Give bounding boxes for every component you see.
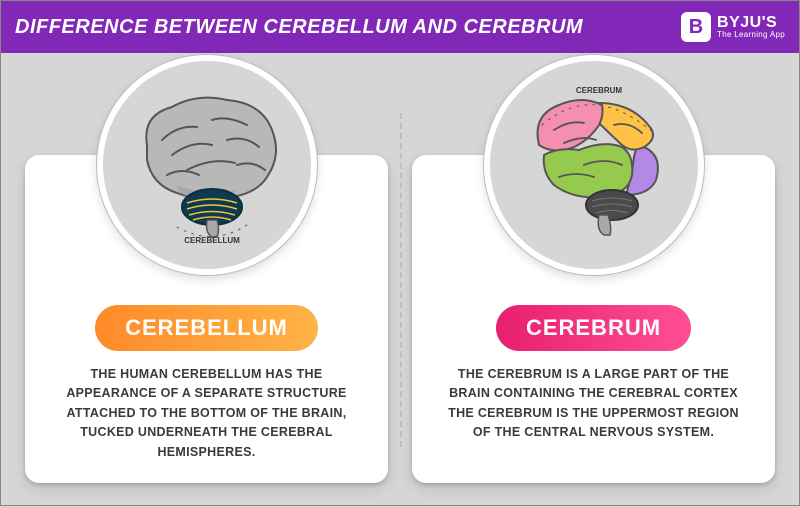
- svg-text:CEREBRUM: CEREBRUM: [575, 86, 622, 95]
- vertical-divider: [400, 113, 402, 447]
- svg-text:CEREBELLUM: CEREBELLUM: [184, 236, 240, 245]
- brain-cerebrum-icon: CEREBRUM: [504, 85, 684, 245]
- cerebrum-badge: CEREBRUM: [496, 305, 691, 351]
- page-title: DIFFERENCE BETWEEN CEREBELLUM AND CEREBR…: [15, 16, 583, 39]
- cerebellum-card: CEREBELLUM CEREBELLUM THE HUMAN CEREBELL…: [25, 155, 388, 483]
- cerebrum-illustration-circle: CEREBRUM: [484, 55, 704, 275]
- logo-tagline: The Learning App: [717, 31, 785, 39]
- brand-logo: B BYJU'S The Learning App: [681, 12, 785, 42]
- cerebellum-badge: CEREBELLUM: [95, 305, 318, 351]
- header-bar: DIFFERENCE BETWEEN CEREBELLUM AND CEREBR…: [1, 1, 799, 53]
- brain-cerebellum-icon: CEREBELLUM: [117, 85, 297, 245]
- logo-mark-icon: B: [681, 12, 711, 42]
- cerebellum-illustration-circle: CEREBELLUM: [97, 55, 317, 275]
- logo-name: BYJU'S: [717, 15, 785, 31]
- cerebellum-description: THE HUMAN CEREBELLUM HAS THE APPEARANCE …: [55, 365, 358, 462]
- cerebrum-description: THE CEREBRUM IS A LARGE PART OF THE BRAI…: [442, 365, 745, 443]
- cerebrum-card: CEREBRUM CEREBRUM THE CEREBRUM IS A LARG…: [412, 155, 775, 483]
- comparison-stage: CEREBELLUM CEREBELLUM THE HUMAN CEREBELL…: [1, 53, 799, 507]
